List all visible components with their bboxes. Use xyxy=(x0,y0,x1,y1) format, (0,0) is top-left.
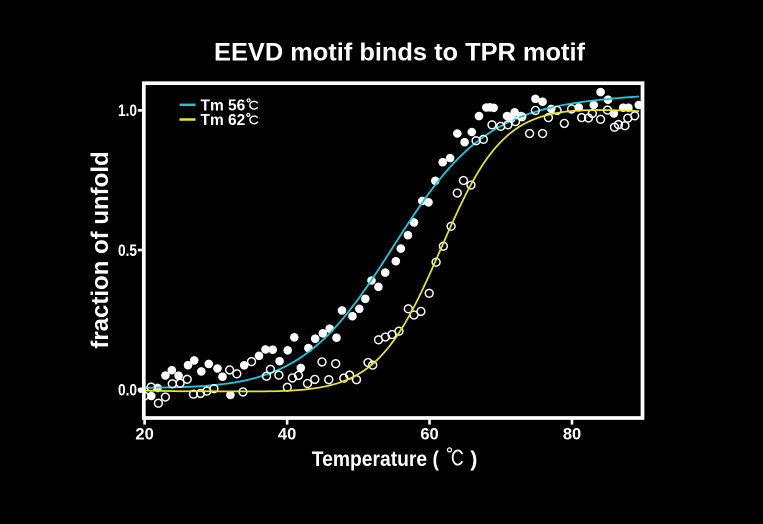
svg-text:): ) xyxy=(470,447,477,471)
svg-text:0.5: 0.5 xyxy=(118,242,137,260)
svg-text:Tm 56: Tm 56 xyxy=(201,97,246,114)
svg-text:1.0: 1.0 xyxy=(118,102,137,120)
svg-text:80: 80 xyxy=(563,426,581,444)
svg-text:Tm 62: Tm 62 xyxy=(201,112,246,129)
svg-text:60: 60 xyxy=(420,426,438,444)
svg-text:40: 40 xyxy=(278,426,296,444)
svg-text:EEVD motif binds to TPR motif: EEVD motif binds to TPR motif xyxy=(214,39,586,67)
svg-text:Temperature (: Temperature ( xyxy=(312,447,440,471)
svg-text:20: 20 xyxy=(135,426,153,444)
svg-text:0.0: 0.0 xyxy=(118,381,137,399)
svg-text:fraction of unfold: fraction of unfold xyxy=(87,151,114,348)
